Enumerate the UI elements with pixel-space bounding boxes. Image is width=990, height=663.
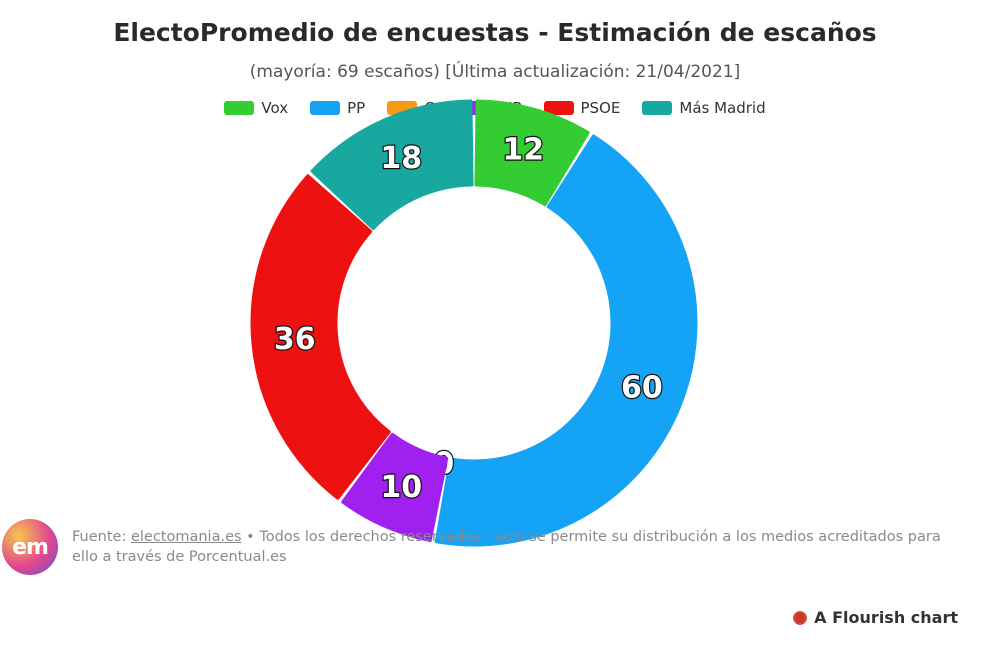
data-label: 60 <box>621 371 663 406</box>
source-link[interactable]: electomania.es <box>130 529 242 545</box>
flourish-credit[interactable]: A Flourish chart <box>792 608 958 627</box>
legend-swatch <box>310 101 341 115</box>
flourish-label: A Flourish chart <box>814 608 958 627</box>
donut-segment-psoe[interactable] <box>250 174 391 500</box>
legend-item[interactable]: Vox <box>224 99 288 117</box>
data-label: 36 <box>274 322 316 357</box>
legend-swatch <box>642 101 673 115</box>
legend-item[interactable]: PSOE <box>543 99 621 117</box>
donut-segment-vox[interactable] <box>474 99 590 207</box>
legend-label: Vox <box>261 99 289 117</box>
legend-label: Más Madrid <box>679 99 766 117</box>
data-label: 18 <box>380 141 422 176</box>
source-prefix: Fuente: <box>72 529 131 545</box>
legend-label: PSOE <box>580 99 621 117</box>
legend-swatch <box>224 101 255 115</box>
legend-swatch <box>543 101 574 115</box>
data-label: 10 <box>380 470 422 505</box>
legend-item[interactable]: Más Madrid <box>642 99 766 117</box>
legend-item[interactable]: PP <box>310 99 365 117</box>
legend-label: PP <box>347 99 366 117</box>
chart-title: ElectoPromedio de encuestas - Estimación… <box>113 18 877 47</box>
donut-segment-pp[interactable] <box>434 134 698 547</box>
donut-segment-más-madrid[interactable] <box>310 99 474 231</box>
electomania-logo: em <box>2 519 58 575</box>
logo-text: em <box>12 534 49 560</box>
donut-segment-up[interactable] <box>341 432 449 543</box>
flourish-icon <box>792 609 809 626</box>
source-rest: • Todos los derechos reservados - solo s… <box>72 529 941 565</box>
chart-subtitle: (mayoría: 69 escaños) [Última actualizac… <box>249 62 741 82</box>
data-label: 12 <box>502 132 544 167</box>
source-footer: Fuente: electomania.es • Todos los derec… <box>72 527 952 567</box>
